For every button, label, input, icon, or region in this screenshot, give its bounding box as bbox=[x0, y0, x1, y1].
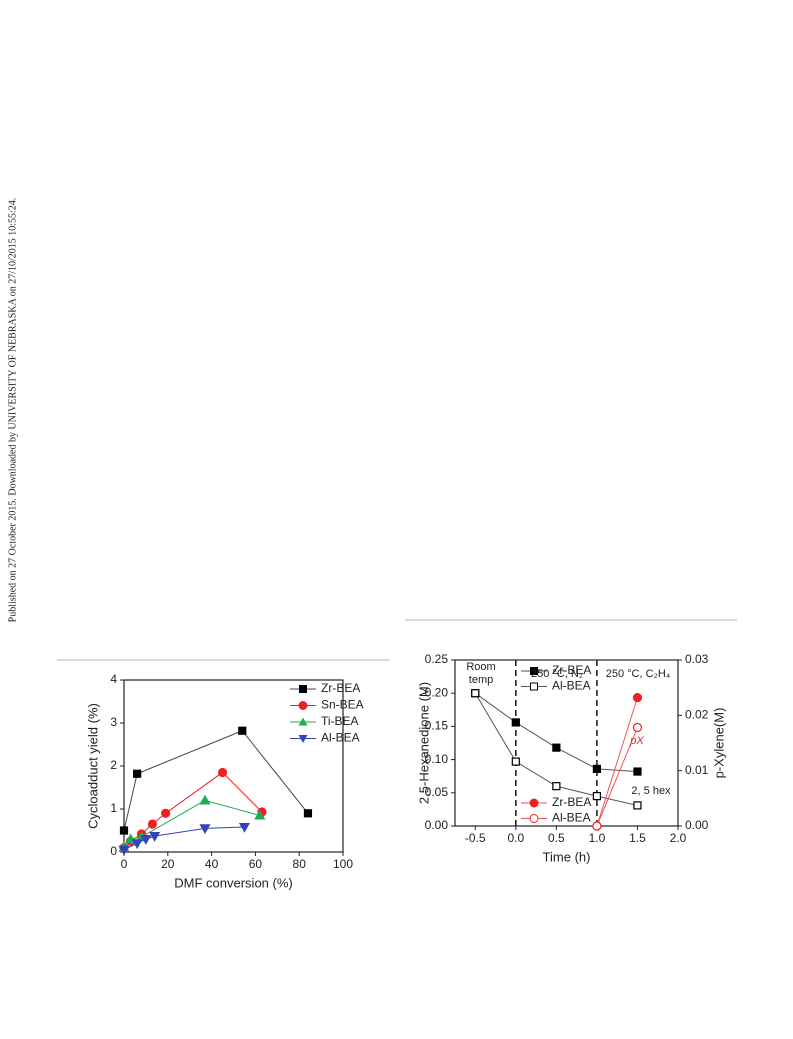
marker bbox=[147, 819, 158, 829]
marker bbox=[632, 722, 643, 733]
legend-label: Zr-BEA bbox=[552, 663, 591, 677]
legend-marker bbox=[530, 682, 538, 691]
x-tick-label: 2.0 bbox=[670, 831, 687, 845]
marker bbox=[199, 824, 211, 835]
plot-frame bbox=[454, 659, 679, 827]
series-line bbox=[123, 730, 309, 831]
marker bbox=[217, 767, 228, 778]
legend-label: Ti-BEA bbox=[321, 714, 359, 728]
x-tick-label: -0.5 bbox=[465, 831, 486, 845]
y-axis-label: Cycloadduct yield (%) bbox=[85, 703, 100, 829]
x-tick-label: 20 bbox=[161, 857, 175, 871]
y-tick-label: 1 bbox=[110, 801, 117, 815]
legend-marker bbox=[298, 701, 308, 710]
x-tick-label: 100 bbox=[333, 857, 353, 871]
y-tick-label: 0.10 bbox=[425, 752, 449, 766]
legend-marker bbox=[298, 735, 308, 743]
marker bbox=[592, 821, 602, 831]
y2-tick-label: 0.02 bbox=[685, 708, 709, 722]
marker bbox=[511, 718, 520, 727]
y-tick-label: 0.05 bbox=[425, 785, 449, 799]
y2-tick-label: 0.00 bbox=[685, 818, 709, 832]
marker bbox=[199, 794, 211, 805]
x-tick-label: 0.5 bbox=[548, 831, 565, 845]
y-tick-label: 0.20 bbox=[425, 685, 449, 699]
legend-label: Al-BEA bbox=[321, 731, 360, 745]
legend-label: Al-BEA bbox=[552, 679, 591, 693]
legend-marker bbox=[299, 685, 307, 693]
x-tick-label: 40 bbox=[205, 857, 219, 871]
legend-label: Zr-BEA bbox=[321, 681, 360, 695]
y-tick-label: 0.00 bbox=[425, 818, 449, 832]
y-tick-label: 0.15 bbox=[425, 719, 449, 733]
annotation: temp bbox=[469, 674, 493, 686]
y-tick-label: 0.25 bbox=[425, 652, 449, 666]
x-tick-label: 1.5 bbox=[629, 831, 646, 845]
y-tick-label: 2 bbox=[110, 758, 117, 772]
y-tick-label: 3 bbox=[110, 715, 117, 729]
annotation: 2, 5 hex bbox=[631, 785, 671, 797]
marker bbox=[303, 809, 313, 818]
marker bbox=[592, 764, 602, 773]
marker bbox=[552, 743, 561, 752]
series-line bbox=[596, 727, 638, 827]
legend-label: Sn-BEA bbox=[321, 698, 364, 712]
legend-marker bbox=[529, 798, 539, 808]
legend-marker bbox=[298, 717, 308, 726]
side-note: Published on 27 October 2015. Downloaded… bbox=[7, 198, 18, 623]
marker bbox=[552, 782, 561, 791]
x-tick-label: 1.0 bbox=[589, 831, 606, 845]
marker bbox=[131, 839, 143, 850]
y-axis-label: 2,5-Hexanedione (M) bbox=[416, 682, 431, 804]
annotation: Room bbox=[466, 661, 495, 673]
legend-label: Al-BEA bbox=[552, 811, 591, 825]
x-axis-label: Time (h) bbox=[543, 849, 591, 864]
marker bbox=[592, 792, 602, 801]
legend-marker bbox=[529, 814, 539, 823]
x-axis-label: DMF conversion (%) bbox=[174, 875, 292, 890]
y2-axis-label: p-Xylene(M) bbox=[711, 708, 726, 779]
x-tick-label: 0 bbox=[121, 857, 128, 871]
legend-label: Zr-BEA bbox=[552, 795, 591, 809]
marker bbox=[133, 769, 142, 778]
annotation: pX bbox=[629, 735, 644, 747]
marker bbox=[632, 693, 643, 703]
marker bbox=[161, 808, 171, 818]
marker bbox=[119, 826, 129, 835]
marker bbox=[118, 845, 130, 856]
y-tick-label: 4 bbox=[110, 672, 117, 686]
marker bbox=[471, 689, 480, 698]
y-tick-label: 0 bbox=[110, 844, 117, 858]
series-line bbox=[474, 692, 638, 773]
marker bbox=[511, 757, 520, 766]
marker bbox=[254, 809, 266, 820]
marker bbox=[238, 726, 247, 735]
y2-tick-label: 0.03 bbox=[685, 652, 709, 666]
y2-tick-label: 0.01 bbox=[685, 763, 709, 777]
annotation: 250 °C, N₂ bbox=[531, 668, 583, 680]
marker bbox=[633, 767, 642, 776]
legend-marker bbox=[530, 667, 538, 675]
marker bbox=[238, 822, 250, 833]
x-tick-label: 60 bbox=[249, 857, 263, 871]
marker bbox=[633, 801, 642, 810]
x-tick-label: 80 bbox=[293, 857, 307, 871]
marker bbox=[140, 835, 152, 845]
series-line bbox=[596, 697, 638, 827]
x-tick-label: 0.0 bbox=[507, 831, 524, 845]
annotation: 250 °C, C₂H₄ bbox=[606, 668, 671, 680]
marker bbox=[149, 831, 161, 842]
